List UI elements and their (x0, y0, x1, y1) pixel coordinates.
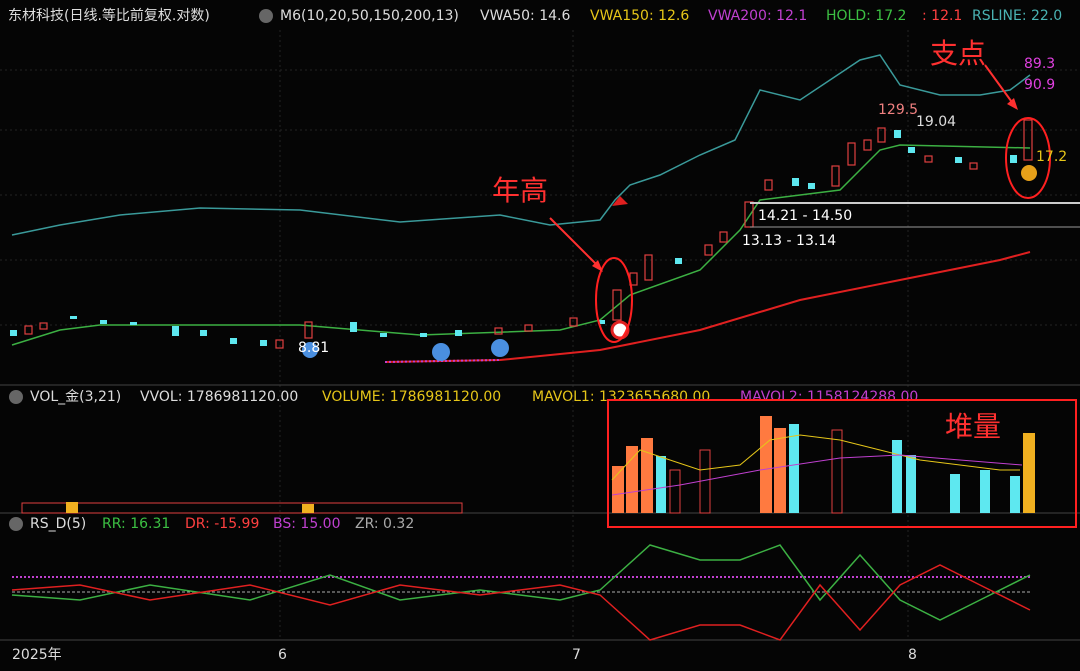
toggle[interactable] (9, 390, 23, 404)
vwa200: VWA200: 12.1 (708, 8, 807, 24)
volume-note: 堆量 (945, 410, 1001, 443)
zone-label: 13.13 - 13.14 (742, 233, 836, 249)
highlight (1005, 117, 1051, 199)
vwa150: VWA150: 12.6 (590, 8, 689, 24)
high-label: 129.5 (878, 102, 918, 118)
rs-line (11, 54, 1031, 236)
indicator: M6(10,20,50,150,200,13) (280, 8, 459, 24)
rs-name: RS_D(5) (30, 516, 86, 532)
x-label: 7 (572, 647, 581, 663)
highlight-box (607, 399, 1077, 528)
highlight (595, 257, 633, 343)
bs: BS: 15.00 (273, 516, 341, 532)
arrow (549, 217, 601, 269)
hold2: : 12.1 (922, 8, 962, 24)
hold-line (11, 144, 1031, 346)
arrow-head (592, 260, 603, 272)
rs-value: 89.3 (1024, 56, 1055, 72)
title: 东材科技(日线.等比前复权.对数) (8, 7, 210, 24)
x-label: 2025年 (12, 647, 62, 663)
candles (10, 119, 1033, 349)
zone-label: 14.21 - 14.50 (758, 208, 852, 224)
year-high-label: 年高 (492, 174, 548, 207)
zr: ZR: 0.32 (355, 516, 414, 532)
vol-name: VOL_金(3,21) (30, 389, 121, 405)
hold-value: 17.2 (1036, 149, 1067, 165)
rsline: RSLINE: 22.0 (972, 8, 1062, 24)
x-label: 6 (278, 647, 287, 663)
volume: VOLUME: 1786981120.00 (322, 389, 501, 405)
mavol2-line (611, 454, 1023, 496)
pivot-label: 支点 (930, 37, 986, 70)
mavol1: MAVOL1: 1323655680.00 (532, 389, 710, 405)
mavol1-line (611, 434, 1020, 481)
dr-line (11, 564, 1031, 641)
arrow (984, 64, 1015, 106)
marker (432, 343, 450, 361)
toggle[interactable] (9, 517, 23, 531)
marker (302, 342, 318, 358)
up-marker (1021, 165, 1037, 181)
low-label: 8.81 (298, 340, 329, 356)
rr-line (11, 544, 1031, 621)
hold: HOLD: 17.2 (826, 8, 906, 24)
rs-value: 90.9 (1024, 77, 1055, 93)
rr: RR: 16.31 (102, 516, 170, 532)
x-label: 8 (908, 647, 917, 663)
arrow-head (1007, 98, 1018, 110)
toggle[interactable] (259, 9, 273, 23)
dr: DR: -15.99 (185, 516, 259, 532)
mavol2: MAVOL2: 1158124288.00 (740, 389, 918, 405)
ma200 (384, 251, 1031, 363)
hold-label: 19.04 (916, 114, 956, 130)
vwa50: VWA50: 14.6 (480, 8, 570, 24)
marker (491, 339, 509, 357)
triangle (612, 196, 628, 206)
vwa200-line (384, 359, 501, 363)
vvol: VVOL: 1786981120.00 (140, 389, 298, 405)
